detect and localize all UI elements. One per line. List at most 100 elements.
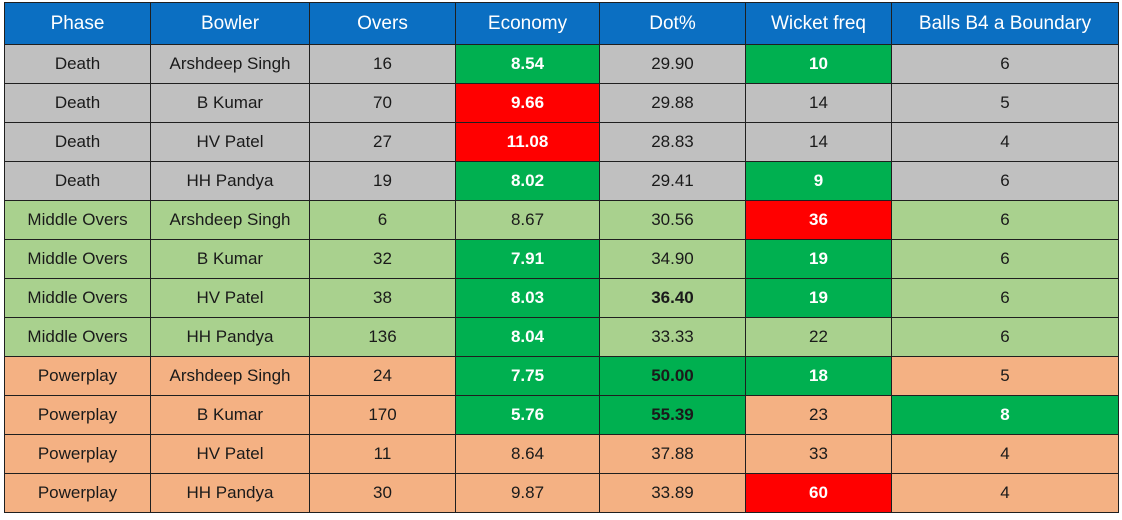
col-header-bowler[interactable]: Bowler bbox=[150, 2, 310, 45]
dot-pct-cell[interactable]: 33.89 bbox=[599, 473, 746, 513]
economy-cell[interactable]: 8.67 bbox=[455, 200, 600, 240]
bowler-cell[interactable]: Arshdeep Singh bbox=[150, 356, 310, 396]
dot-pct-cell[interactable]: 55.39 bbox=[599, 395, 746, 435]
bowler-cell[interactable]: HV Patel bbox=[150, 122, 310, 162]
balls-b4-boundary-cell[interactable]: 5 bbox=[891, 83, 1119, 123]
wicket-freq-cell[interactable]: 33 bbox=[745, 434, 892, 474]
balls-b4-boundary-cell[interactable]: 6 bbox=[891, 239, 1119, 279]
bowler-cell[interactable]: Arshdeep Singh bbox=[150, 44, 310, 84]
col-header-dot-pct[interactable]: Dot% bbox=[599, 2, 746, 45]
phase-cell[interactable]: Death bbox=[4, 161, 151, 201]
wicket-freq-cell[interactable]: 22 bbox=[745, 317, 892, 357]
phase-cell[interactable]: Powerplay bbox=[4, 356, 151, 396]
col-header-overs[interactable]: Overs bbox=[309, 2, 456, 45]
balls-b4-boundary-cell[interactable]: 5 bbox=[891, 356, 1119, 396]
balls-b4-boundary-cell[interactable]: 6 bbox=[891, 278, 1119, 318]
balls-b4-boundary-cell[interactable]: 4 bbox=[891, 473, 1119, 513]
table-row: Powerplay HH Pandya 30 9.87 33.89 60 4 bbox=[4, 473, 1119, 513]
dot-pct-cell[interactable]: 29.41 bbox=[599, 161, 746, 201]
table-row: Middle Overs HV Patel 38 8.03 36.40 19 6 bbox=[4, 278, 1119, 318]
balls-b4-boundary-cell[interactable]: 6 bbox=[891, 161, 1119, 201]
economy-cell[interactable]: 8.03 bbox=[455, 278, 600, 318]
col-header-phase[interactable]: Phase bbox=[4, 2, 151, 45]
dot-pct-cell[interactable]: 34.90 bbox=[599, 239, 746, 279]
bowler-cell[interactable]: HV Patel bbox=[150, 434, 310, 474]
wicket-freq-cell[interactable]: 14 bbox=[745, 122, 892, 162]
bowling-stats-table: Phase Bowler Overs Economy Dot% Wicket f… bbox=[4, 2, 1119, 513]
overs-cell[interactable]: 30 bbox=[309, 473, 456, 513]
bowler-cell[interactable]: Arshdeep Singh bbox=[150, 200, 310, 240]
table-row: Powerplay HV Patel 11 8.64 37.88 33 4 bbox=[4, 434, 1119, 474]
balls-b4-boundary-cell[interactable]: 6 bbox=[891, 44, 1119, 84]
phase-cell[interactable]: Death bbox=[4, 83, 151, 123]
bowler-cell[interactable]: B Kumar bbox=[150, 239, 310, 279]
economy-cell[interactable]: 5.76 bbox=[455, 395, 600, 435]
bowler-cell[interactable]: B Kumar bbox=[150, 83, 310, 123]
overs-cell[interactable]: 136 bbox=[309, 317, 456, 357]
phase-cell[interactable]: Middle Overs bbox=[4, 278, 151, 318]
overs-cell[interactable]: 70 bbox=[309, 83, 456, 123]
overs-cell[interactable]: 11 bbox=[309, 434, 456, 474]
col-header-balls-b4-boundary[interactable]: Balls B4 a Boundary bbox=[891, 2, 1119, 45]
overs-cell[interactable]: 38 bbox=[309, 278, 456, 318]
wicket-freq-cell[interactable]: 23 bbox=[745, 395, 892, 435]
economy-cell[interactable]: 8.04 bbox=[455, 317, 600, 357]
dot-pct-cell[interactable]: 36.40 bbox=[599, 278, 746, 318]
economy-cell[interactable]: 11.08 bbox=[455, 122, 600, 162]
dot-pct-cell[interactable]: 30.56 bbox=[599, 200, 746, 240]
bowler-cell[interactable]: HH Pandya bbox=[150, 161, 310, 201]
balls-b4-boundary-cell[interactable]: 6 bbox=[891, 317, 1119, 357]
table-row: Powerplay B Kumar 170 5.76 55.39 23 8 bbox=[4, 395, 1119, 435]
table-row: Death Arshdeep Singh 16 8.54 29.90 10 6 bbox=[4, 44, 1119, 84]
wicket-freq-cell[interactable]: 36 bbox=[745, 200, 892, 240]
phase-cell[interactable]: Middle Overs bbox=[4, 200, 151, 240]
wicket-freq-cell[interactable]: 19 bbox=[745, 278, 892, 318]
wicket-freq-cell[interactable]: 18 bbox=[745, 356, 892, 396]
balls-b4-boundary-cell[interactable]: 6 bbox=[891, 200, 1119, 240]
bowler-cell[interactable]: HV Patel bbox=[150, 278, 310, 318]
wicket-freq-cell[interactable]: 60 bbox=[745, 473, 892, 513]
table-row: Middle Overs B Kumar 32 7.91 34.90 19 6 bbox=[4, 239, 1119, 279]
economy-cell[interactable]: 9.66 bbox=[455, 83, 600, 123]
phase-cell[interactable]: Death bbox=[4, 122, 151, 162]
table-row: Death HV Patel 27 11.08 28.83 14 4 bbox=[4, 122, 1119, 162]
dot-pct-cell[interactable]: 29.90 bbox=[599, 44, 746, 84]
bowler-cell[interactable]: HH Pandya bbox=[150, 317, 310, 357]
dot-pct-cell[interactable]: 33.33 bbox=[599, 317, 746, 357]
col-header-wicket-freq[interactable]: Wicket freq bbox=[745, 2, 892, 45]
overs-cell[interactable]: 32 bbox=[309, 239, 456, 279]
dot-pct-cell[interactable]: 50.00 bbox=[599, 356, 746, 396]
economy-cell[interactable]: 7.91 bbox=[455, 239, 600, 279]
phase-cell[interactable]: Death bbox=[4, 44, 151, 84]
wicket-freq-cell[interactable]: 19 bbox=[745, 239, 892, 279]
wicket-freq-cell[interactable]: 10 bbox=[745, 44, 892, 84]
header-row: Phase Bowler Overs Economy Dot% Wicket f… bbox=[4, 2, 1119, 45]
bowler-cell[interactable]: HH Pandya bbox=[150, 473, 310, 513]
wicket-freq-cell[interactable]: 14 bbox=[745, 83, 892, 123]
col-header-economy[interactable]: Economy bbox=[455, 2, 600, 45]
phase-cell[interactable]: Powerplay bbox=[4, 395, 151, 435]
economy-cell[interactable]: 9.87 bbox=[455, 473, 600, 513]
overs-cell[interactable]: 16 bbox=[309, 44, 456, 84]
overs-cell[interactable]: 6 bbox=[309, 200, 456, 240]
dot-pct-cell[interactable]: 37.88 bbox=[599, 434, 746, 474]
phase-cell[interactable]: Powerplay bbox=[4, 473, 151, 513]
balls-b4-boundary-cell[interactable]: 4 bbox=[891, 122, 1119, 162]
economy-cell[interactable]: 8.02 bbox=[455, 161, 600, 201]
overs-cell[interactable]: 24 bbox=[309, 356, 456, 396]
economy-cell[interactable]: 7.75 bbox=[455, 356, 600, 396]
wicket-freq-cell[interactable]: 9 bbox=[745, 161, 892, 201]
overs-cell[interactable]: 27 bbox=[309, 122, 456, 162]
phase-cell[interactable]: Middle Overs bbox=[4, 317, 151, 357]
balls-b4-boundary-cell[interactable]: 4 bbox=[891, 434, 1119, 474]
economy-cell[interactable]: 8.64 bbox=[455, 434, 600, 474]
economy-cell[interactable]: 8.54 bbox=[455, 44, 600, 84]
balls-b4-boundary-cell[interactable]: 8 bbox=[891, 395, 1119, 435]
overs-cell[interactable]: 170 bbox=[309, 395, 456, 435]
phase-cell[interactable]: Powerplay bbox=[4, 434, 151, 474]
bowler-cell[interactable]: B Kumar bbox=[150, 395, 310, 435]
phase-cell[interactable]: Middle Overs bbox=[4, 239, 151, 279]
overs-cell[interactable]: 19 bbox=[309, 161, 456, 201]
dot-pct-cell[interactable]: 29.88 bbox=[599, 83, 746, 123]
dot-pct-cell[interactable]: 28.83 bbox=[599, 122, 746, 162]
